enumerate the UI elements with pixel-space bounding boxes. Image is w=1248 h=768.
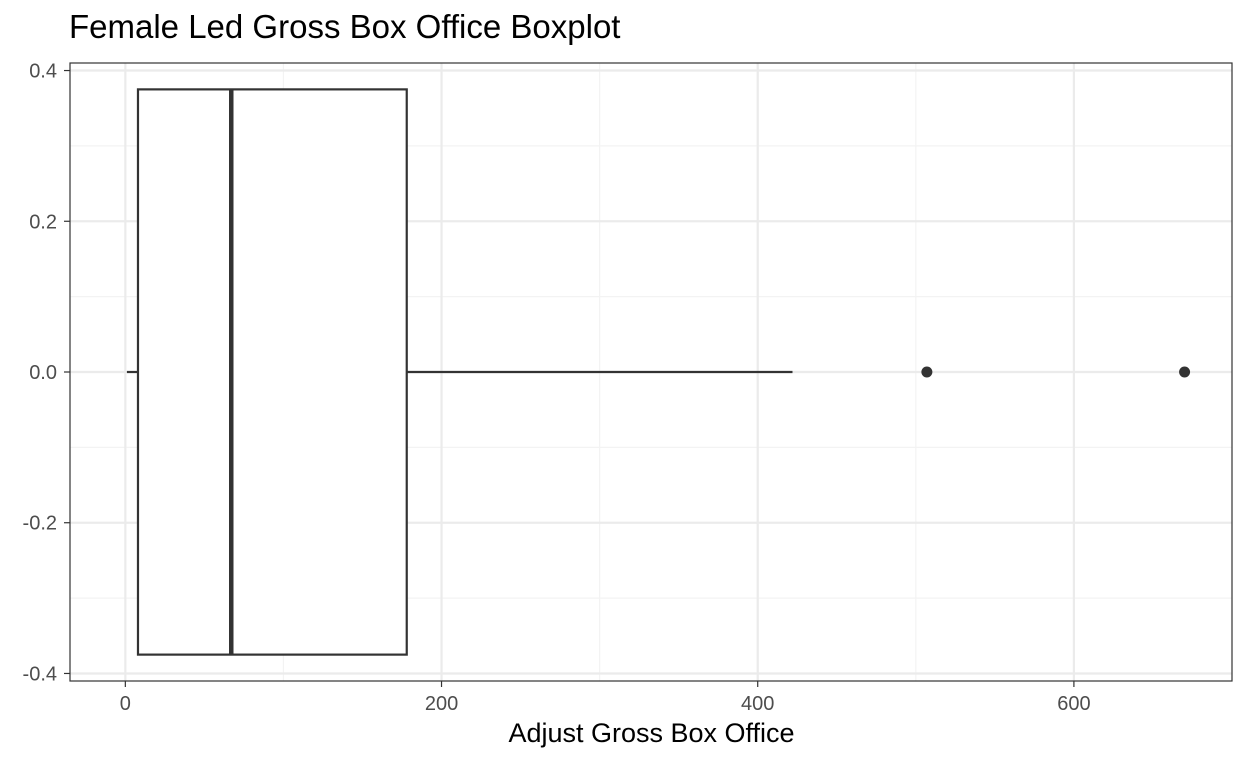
iqr-box <box>136 88 408 656</box>
chart-title: Female Led Gross Box Office Boxplot <box>69 8 621 45</box>
outlier-point <box>921 366 933 378</box>
y-tick-label: -0.2 <box>23 513 57 535</box>
x-tick-label: 0 <box>120 693 131 715</box>
x-tick-label: 200 <box>425 693 458 715</box>
y-tick-label: -0.4 <box>23 663 57 685</box>
y-tick-label: 0.2 <box>29 211 57 233</box>
y-tick-label: 0.0 <box>29 362 57 384</box>
axes: 0 200 400 600 0.4 0.2 0.0 -0.2 -0.4 <box>23 61 1091 715</box>
y-tick-label: 0.4 <box>29 61 57 83</box>
outlier-point <box>1179 366 1191 378</box>
x-axis-label: Adjust Gross Box Office <box>508 718 795 748</box>
x-tick-label: 600 <box>1057 693 1090 715</box>
x-tick-label: 400 <box>741 693 774 715</box>
boxplot-marks <box>126 88 1191 656</box>
